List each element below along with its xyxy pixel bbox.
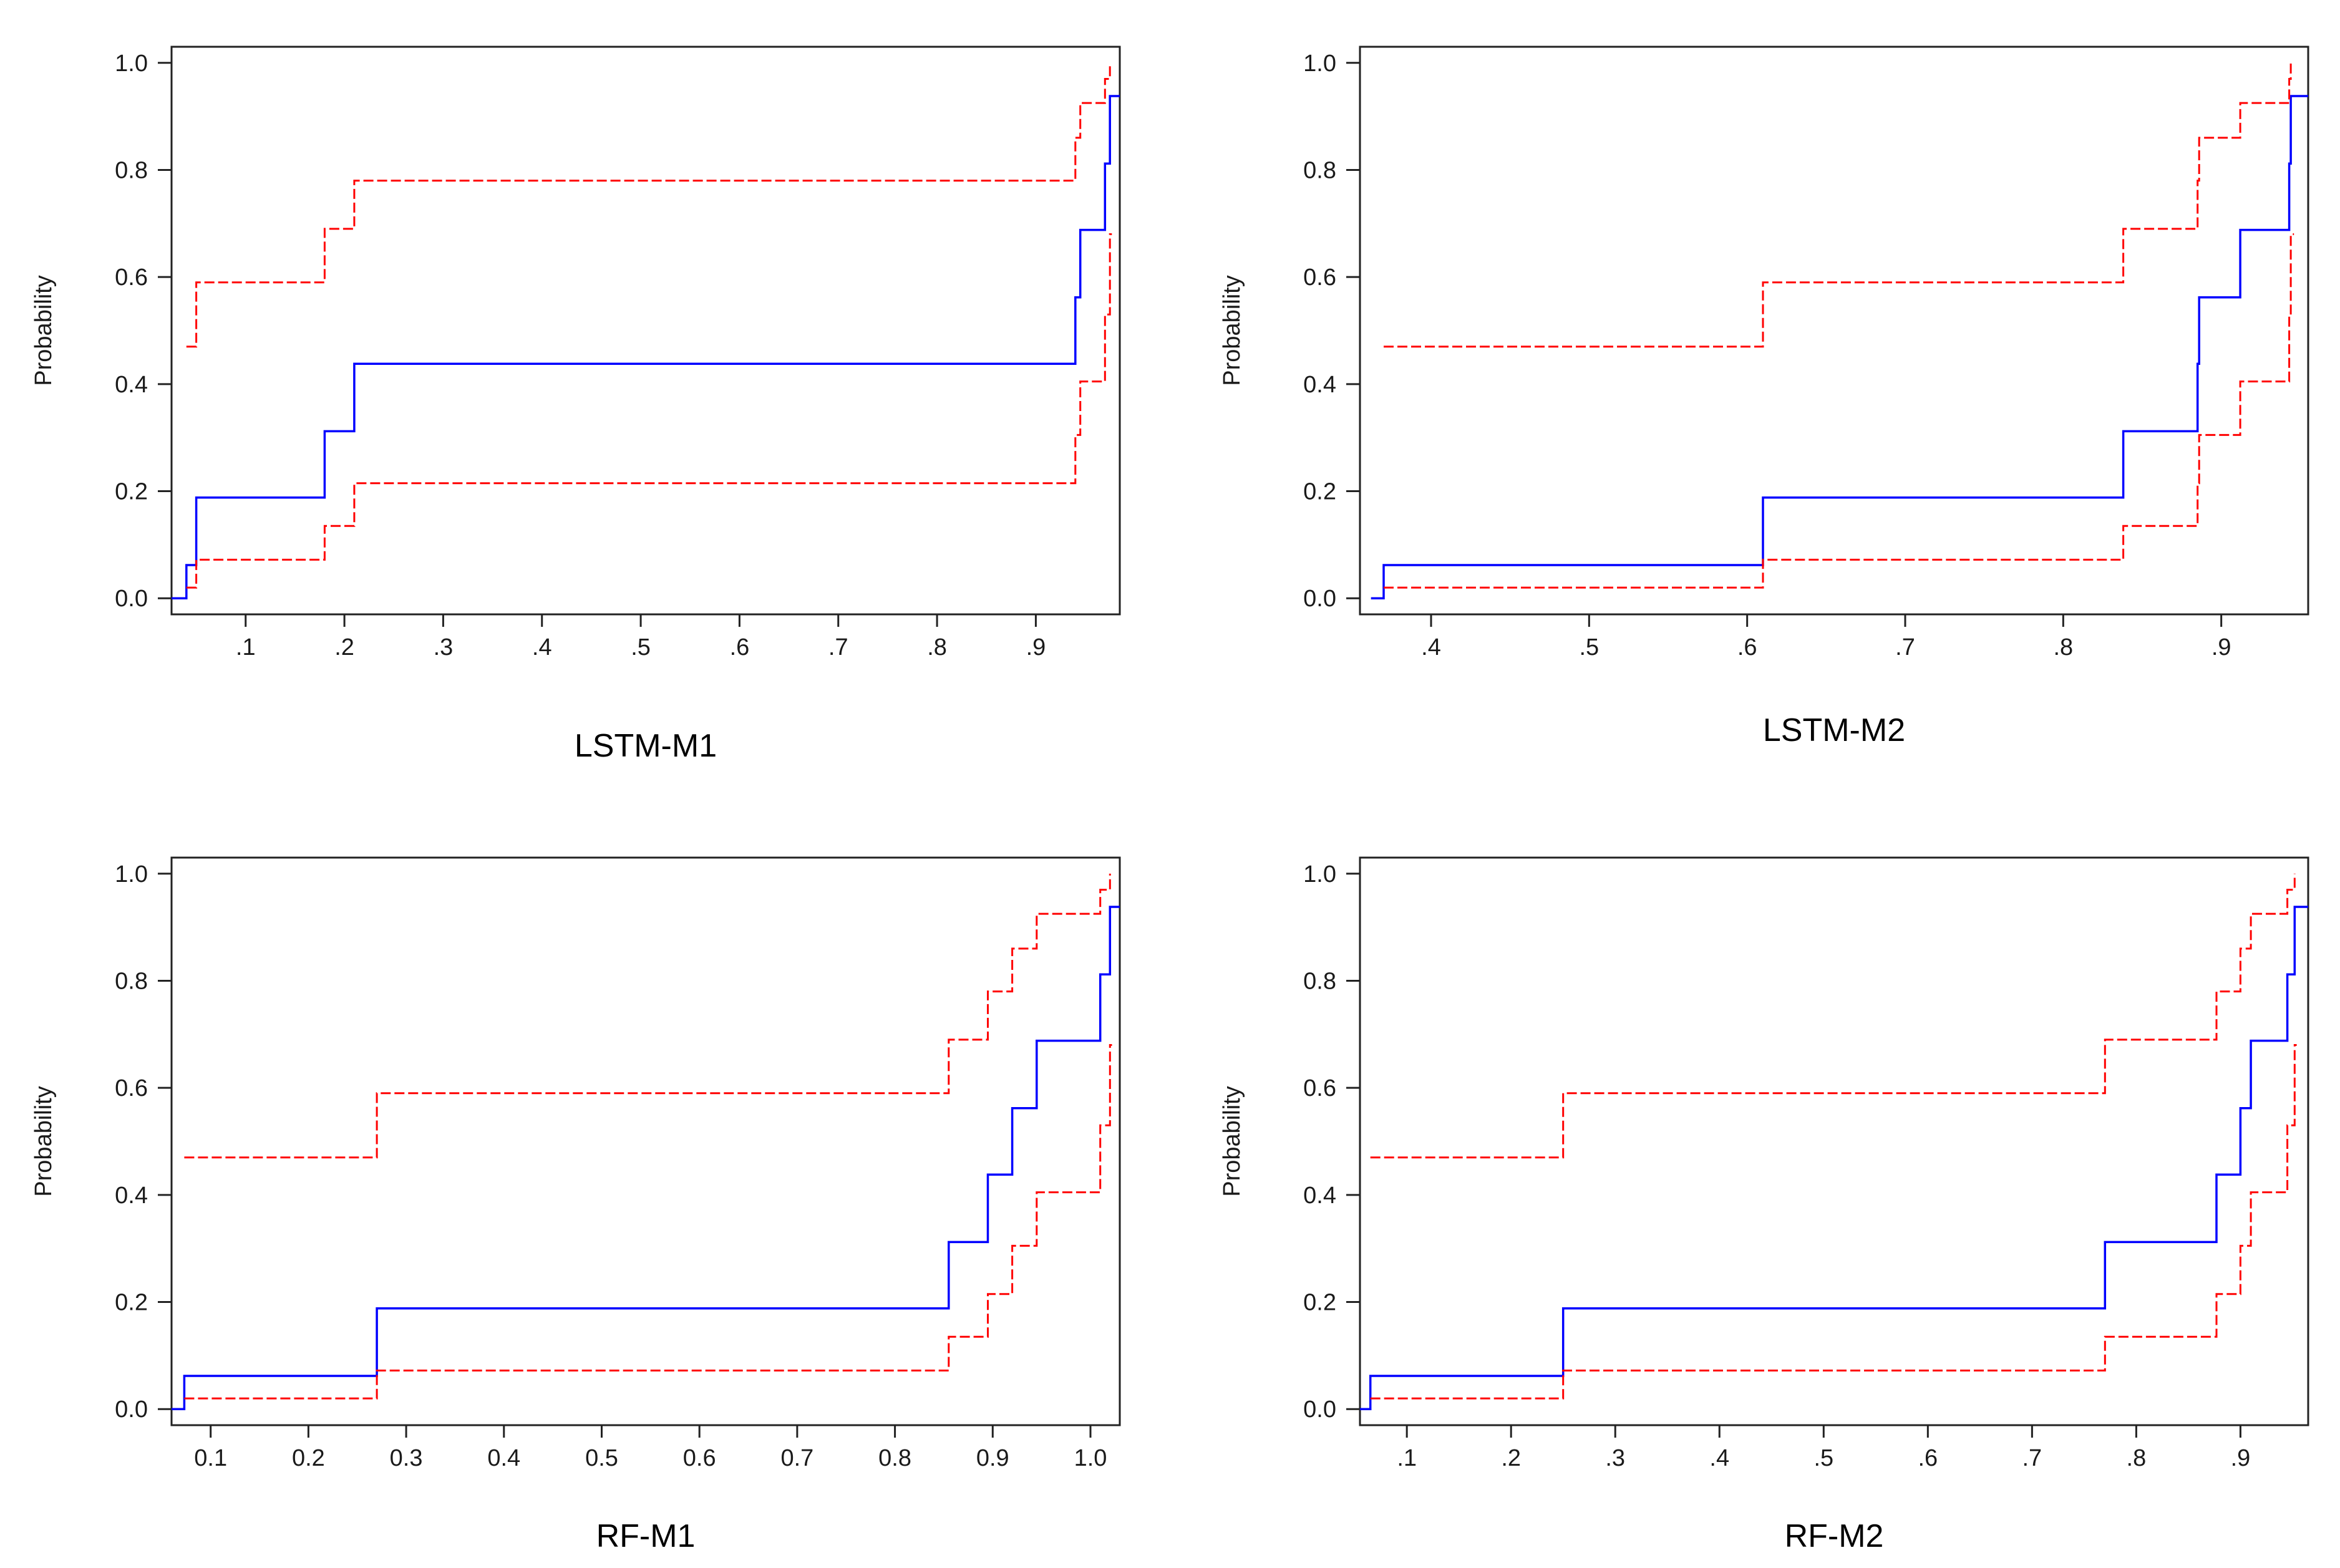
x-tick-label: .9 [1026, 634, 1046, 661]
y-tick-label: 1.0 [115, 861, 148, 888]
y-tick-label: 0.2 [1303, 1290, 1336, 1316]
panel-lstm-m1: 0.0 0.2 0.4 0.6 0.8 1.0 .1 .2 .3 .4 .5 .6 .7 .8 .9 Prob… [31, 46, 1121, 764]
upper-bound-line [186, 62, 1111, 348]
x-tick-label: .1 [236, 634, 256, 661]
x-tick-label: .1 [1397, 1445, 1417, 1471]
y-tick-label: 0.8 [1303, 157, 1336, 183]
lower-bound-line [184, 1044, 1112, 1400]
x-tick-label: 0.4 [487, 1445, 520, 1471]
x-tick-label: .8 [2053, 634, 2073, 661]
x-tick-label: .6 [1737, 634, 1757, 661]
panel-title: LSTM-M1 [575, 728, 717, 764]
panel-lstm-m2: 0.0 0.2 0.4 0.6 0.8 1.0 .4 .5 .6 .7 .8 .9 Probabilit… [1219, 46, 2309, 748]
y-tick-label: 0.8 [115, 968, 148, 994]
estimate-line [1371, 95, 2308, 599]
y-axis-title: Probability [31, 275, 57, 385]
plot-frame [1359, 856, 2309, 1426]
panel-title: RF-M1 [596, 1518, 696, 1554]
y-tick-label: 0.2 [115, 1290, 148, 1316]
x-tick-label: .6 [730, 634, 750, 661]
x-tick-label: .2 [1501, 1445, 1521, 1471]
y-tick-label: 0.0 [1303, 586, 1336, 612]
upper-bound-line [1370, 873, 2296, 1159]
estimate-line [172, 906, 1120, 1410]
x-tick-label: .7 [2022, 1445, 2042, 1471]
y-tick-label: 0.8 [1303, 968, 1336, 994]
y-tick-label: 0.4 [1303, 372, 1336, 398]
panel-rf-m2: 0.0 0.2 0.4 0.6 0.8 1.0 .1 .2 .3 .4 .5 .6 .7 .8 .9 Prob… [1219, 856, 2309, 1554]
x-tick-label: .5 [1579, 634, 1599, 661]
x-tick-label: .5 [631, 634, 651, 661]
x-tick-label: .7 [828, 634, 848, 661]
x-tick-label: 0.5 [585, 1445, 618, 1471]
y-axis-title: Probability [31, 1086, 57, 1196]
y-tick-label: 1.0 [115, 51, 148, 77]
y-tick-label: 0.6 [1303, 1075, 1336, 1101]
x-tick-label: .7 [1895, 634, 1915, 661]
x-tick-label: .6 [1918, 1445, 1938, 1471]
lower-bound-line [1384, 233, 2294, 589]
y-tick-label: 1.0 [1303, 51, 1336, 77]
y-tick-label: 0.6 [1303, 264, 1336, 291]
y-tick-label: 0.6 [115, 264, 148, 291]
upper-bound-line [184, 873, 1111, 1159]
y-tick-label: 0.2 [1303, 479, 1336, 505]
y-axis-title: Probability [1219, 1086, 1245, 1196]
x-tick-label: .8 [2127, 1445, 2147, 1471]
y-tick-label: 0.4 [1303, 1183, 1336, 1209]
y-tick-label: 0.2 [115, 479, 148, 505]
x-tick-label: .3 [1605, 1445, 1625, 1471]
estimate-line [1360, 906, 2308, 1410]
x-tick-label: .9 [2231, 1445, 2251, 1471]
lower-bound-line [1370, 1044, 2297, 1400]
y-tick-label: 0.4 [115, 1183, 148, 1209]
x-tick-label: .2 [334, 634, 354, 661]
y-tick-label: 0.0 [115, 586, 148, 612]
x-tick-label: 0.1 [194, 1445, 227, 1471]
panel-title: LSTM-M2 [1763, 712, 1905, 748]
x-tick-label: 0.9 [976, 1445, 1009, 1471]
x-tick-label: 0.6 [683, 1445, 716, 1471]
plot-frame [170, 46, 1121, 616]
y-tick-label: 1.0 [1303, 861, 1336, 888]
y-tick-label: 0.4 [115, 372, 148, 398]
y-tick-label: 0.0 [115, 1396, 148, 1423]
panel-rf-m1: 0.0 0.2 0.4 0.6 0.8 1.0 0.1 0.2 0.3 0.4 0.5 0.6 0.7 0… [31, 856, 1121, 1554]
x-tick-label: 0.2 [292, 1445, 325, 1471]
y-tick-label: 0.8 [115, 157, 148, 183]
x-tick-label: 1.0 [1074, 1445, 1107, 1471]
x-tick-label: .4 [1421, 634, 1441, 661]
y-tick-label: 0.0 [1303, 1396, 1336, 1423]
y-axis-title: Probability [1219, 275, 1245, 385]
plot-frame [170, 856, 1121, 1426]
plot-frame [1359, 46, 2309, 616]
x-tick-label: 0.7 [780, 1445, 813, 1471]
panel-title: RF-M2 [1785, 1518, 1884, 1554]
x-tick-label: .3 [434, 634, 454, 661]
x-tick-label: .4 [532, 634, 552, 661]
estimate-line [172, 95, 1120, 599]
lower-bound-line [186, 233, 1112, 589]
x-tick-label: .4 [1709, 1445, 1729, 1471]
x-tick-label: .9 [2211, 634, 2231, 661]
x-tick-label: 0.8 [878, 1445, 911, 1471]
x-tick-label: 0.3 [390, 1445, 423, 1471]
y-tick-label: 0.6 [115, 1075, 148, 1101]
upper-bound-line [1384, 62, 2292, 348]
x-tick-label: .5 [1813, 1445, 1833, 1471]
x-tick-label: .8 [927, 634, 947, 661]
